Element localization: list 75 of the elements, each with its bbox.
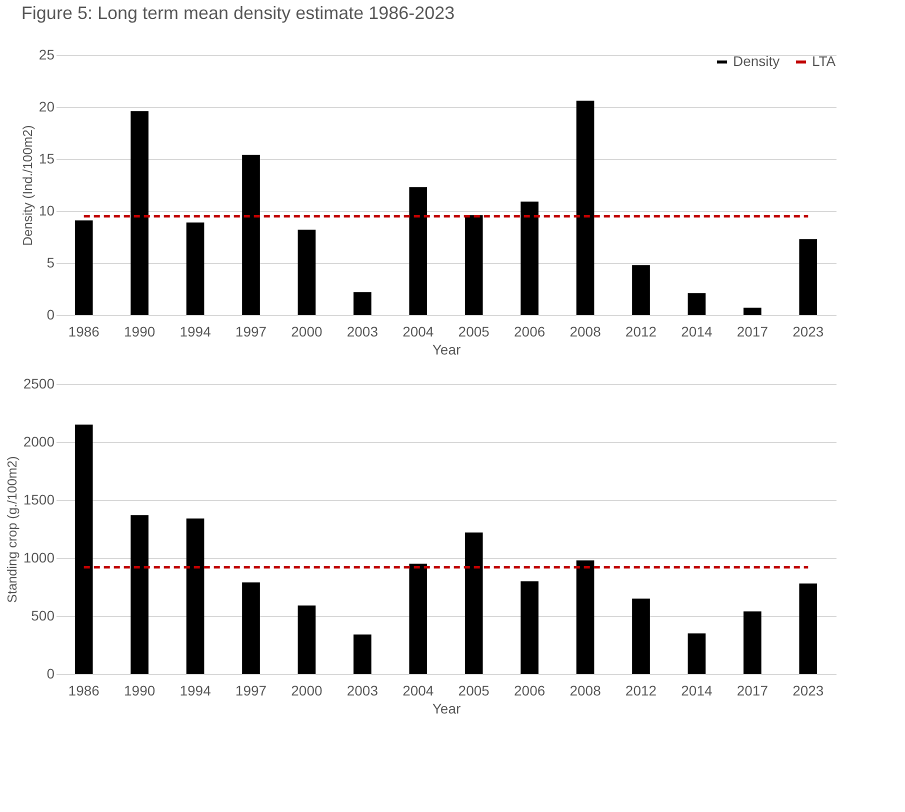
y-tick-label: 2500: [23, 376, 55, 392]
x-tick-label: 2005: [458, 682, 490, 698]
bar: [186, 518, 204, 674]
bar: [464, 532, 483, 674]
y-tick-label: 25: [38, 46, 55, 62]
y-tick-label: 0: [46, 666, 55, 682]
bar: [354, 634, 372, 674]
x-tick-label: 2000: [291, 324, 322, 340]
bar: [464, 215, 483, 315]
x-tick-label: 2017: [736, 324, 768, 340]
x-axis-title: Year: [432, 700, 461, 716]
y-tick-label: 5: [46, 254, 55, 270]
y-tick-label: 10: [38, 202, 55, 218]
x-tick-label: 2008: [570, 324, 602, 340]
x-tick-label: 2006: [514, 682, 546, 698]
bar: [409, 187, 428, 315]
bar: [298, 606, 316, 674]
bar: [576, 560, 594, 674]
bar: [688, 633, 706, 674]
y-tick-label: 500: [31, 608, 55, 624]
x-tick-label: 1997: [235, 682, 267, 698]
x-tick-label: 2008: [570, 682, 602, 698]
x-tick-label: 2003: [346, 324, 378, 340]
x-tick-label: 1990: [124, 682, 156, 698]
legend-label: LTA: [812, 53, 836, 69]
y-axis-title: Standing crop (g./100m2): [4, 456, 20, 603]
bar: [74, 424, 93, 674]
x-tick-label: 1994: [180, 324, 212, 340]
x-tick-label: 1990: [124, 324, 156, 340]
legend-label: Density: [733, 53, 780, 69]
bar: [632, 598, 650, 674]
bar: [130, 111, 148, 315]
bar: [744, 308, 762, 315]
bar: [186, 222, 204, 315]
x-tick-label: 1986: [68, 324, 100, 340]
x-tick-label: 2005: [458, 324, 490, 340]
x-tick-label: 2014: [681, 324, 712, 340]
bar: [409, 564, 428, 674]
bar: [744, 611, 762, 674]
y-tick-label: 1500: [23, 492, 55, 508]
x-tick-label: 1997: [235, 324, 267, 340]
x-tick-label: 2003: [346, 682, 378, 698]
x-tick-label: 1986: [68, 682, 100, 698]
bar: [799, 239, 818, 315]
x-tick-label: 1994: [180, 682, 212, 698]
x-tick-label: 2004: [402, 682, 434, 698]
y-tick-label: 0: [46, 306, 55, 322]
x-tick-label: 2017: [736, 682, 768, 698]
bar: [242, 154, 260, 315]
y-axis-title: Density (Ind./100m2): [20, 125, 35, 246]
bar: [520, 581, 538, 674]
y-tick-label: 20: [38, 98, 55, 114]
x-tick-label: 2004: [402, 324, 434, 340]
x-tick-label: 2023: [792, 324, 824, 340]
y-tick-label: 2000: [23, 434, 55, 450]
bar: [688, 293, 706, 315]
x-tick-label: 2023: [792, 682, 824, 698]
bar: [298, 230, 316, 315]
x-axis-title: Year: [432, 342, 461, 358]
y-tick-label: 1000: [23, 550, 55, 566]
bar: [632, 265, 650, 315]
bar: [520, 202, 538, 315]
x-tick-label: 2012: [625, 324, 657, 340]
x-tick-label: 2000: [291, 682, 322, 698]
bar: [74, 220, 93, 315]
bar: [354, 292, 372, 315]
bar: [130, 515, 148, 674]
bar: [576, 100, 594, 315]
x-tick-label: 2014: [681, 682, 712, 698]
x-tick-label: 2006: [514, 324, 546, 340]
chart-title: Figure 5: Long term mean density estimate 1986-2023: [21, 3, 455, 23]
bar: [242, 582, 260, 674]
bar: [799, 584, 818, 674]
y-tick-label: 15: [38, 150, 55, 166]
x-tick-label: 2012: [625, 682, 657, 698]
